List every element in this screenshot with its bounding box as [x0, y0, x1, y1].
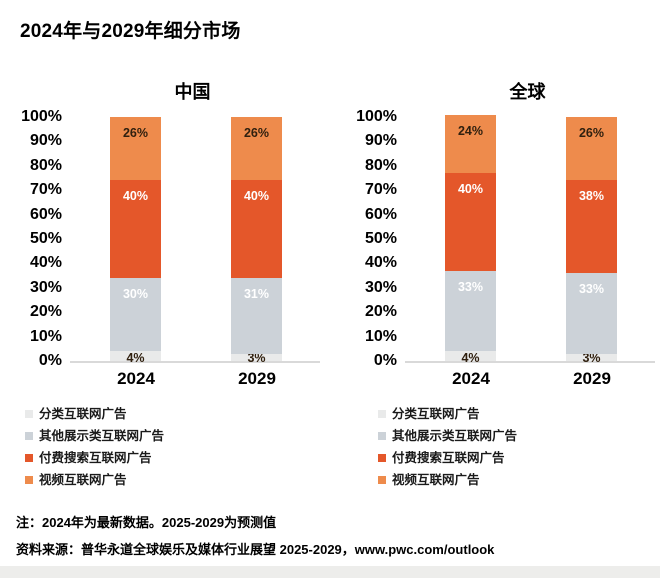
y-axis-tick-label: 0%: [373, 352, 397, 369]
y-axis-tick-label: 100%: [21, 108, 62, 125]
x-axis-category-label: 2024: [117, 369, 155, 388]
segment-value-label: 40%: [122, 189, 149, 204]
y-axis-tick-label: 50%: [29, 230, 62, 247]
y-axis-tick-label: 20%: [29, 303, 62, 321]
segment-value-label: 31%: [243, 287, 270, 302]
y-axis-tick-label: 70%: [29, 181, 62, 199]
legend-swatch-video: [25, 476, 33, 484]
legend: 分类互联网广告其他展示类互联网广告 付费搜索互联网广告 视频互联网广告: [378, 407, 517, 495]
legend-swatch-other_display: [25, 432, 33, 440]
x-axis-line: [70, 361, 320, 363]
y-axis-tick-label: 100%: [356, 108, 397, 125]
segment-other_display: 31%: [231, 278, 282, 354]
legend-label: 付费搜索互联网广告: [39, 451, 152, 465]
segment-value-label: 40%: [243, 189, 270, 204]
legend-item: 其他展示类互联网广告: [25, 429, 164, 444]
segment-classified: 4%: [445, 351, 496, 365]
chart-subtitle: 全球: [509, 82, 546, 102]
legend-label: 付费搜索互联网广告: [392, 451, 505, 465]
segment-classified: 3%: [231, 351, 282, 365]
y-axis-tick-label: 90%: [364, 132, 397, 150]
segment-value-label: 33%: [578, 282, 605, 297]
segment-value-label: 3%: [247, 351, 266, 366]
legend-item: 视频互联网广告: [25, 473, 164, 488]
note-data-disclaimer: 注：2024年为最新数据。2025-2029为预测值: [16, 515, 277, 530]
segment-video: 26%: [110, 117, 161, 181]
x-axis-category-label: 2029: [573, 369, 611, 388]
y-axis-tick-label: 10%: [29, 327, 62, 345]
legend: 分类互联网广告其他展示类互联网广告 付费搜索互联网广告 视频互联网广告: [25, 407, 164, 495]
segment-other_display: 30%: [110, 278, 161, 352]
segment-paid_search: 38%: [566, 180, 617, 274]
segment-paid_search: 40%: [110, 180, 161, 279]
legend-swatch-video: [378, 476, 386, 484]
y-axis-tick-label: 0%: [38, 352, 62, 369]
legend-item: 付费搜索互联网广告: [25, 451, 164, 466]
segment-value-label: 38%: [578, 189, 605, 204]
segment-value-label: 3%: [582, 351, 601, 366]
y-axis-tick-label: 50%: [364, 230, 397, 247]
legend-swatch-paid_search: [378, 454, 386, 462]
y-axis-tick-label: 10%: [364, 327, 397, 345]
y-axis-tick-label: 40%: [364, 254, 397, 272]
segment-value-label: 4%: [461, 351, 480, 366]
legend-item: 其他展示类互联网广告: [378, 429, 517, 444]
chart-subtitle: 中国: [174, 82, 211, 102]
segment-value-label: 33%: [457, 279, 484, 294]
segment-value-label: 4%: [126, 351, 145, 366]
segment-value-label: 26%: [578, 126, 605, 141]
y-axis-tick-label: 90%: [29, 132, 62, 150]
segment-paid_search: 40%: [445, 173, 496, 271]
note-source: 资料来源：普华永道全球娱乐及媒体行业展望 2025-2029，www.pwc.c…: [16, 542, 495, 557]
x-axis-line: [405, 361, 655, 363]
y-axis-tick-label: 20%: [364, 303, 397, 321]
chart-china: 中国 100% 90% 80% 70% 60% 50% 40% 30% 20% 10% 0% 4% 30%…: [10, 75, 330, 505]
y-axis-tick-label: 30%: [364, 278, 397, 296]
y-axis-tick-label: 80%: [364, 156, 397, 174]
stacked-bar-2024: 4% 33% 40% 24%: [445, 114, 496, 365]
segment-value-label: 30%: [122, 287, 149, 302]
legend-label: 分类互联网广告: [39, 407, 127, 421]
segment-paid_search: 40%: [231, 180, 282, 279]
legend-swatch-other_display: [378, 432, 386, 440]
legend-label: 分类互联网广告: [392, 407, 480, 421]
chart-global: 全球 100% 90% 80% 70% 60% 50% 40% 30% 20% 10% 0% 4% 33%…: [345, 75, 660, 505]
segment-value-label: 40%: [457, 182, 484, 197]
segment-classified: 3%: [566, 351, 617, 365]
stacked-bar-2024: 4% 30% 40% 26%: [110, 117, 161, 365]
legend-label: 其他展示类互联网广告: [39, 429, 165, 443]
stacked-bar-2029: 3% 31% 40% 26%: [231, 117, 282, 365]
y-axis-tick-label: 60%: [364, 205, 397, 223]
y-axis-tick-label: 60%: [29, 205, 62, 223]
segment-value-label: 26%: [122, 126, 149, 141]
segment-classified: 4%: [110, 351, 161, 365]
x-axis-category-label: 2024: [452, 369, 490, 388]
segment-value-label: 24%: [457, 123, 484, 138]
segment-value-label: 26%: [243, 126, 270, 141]
page-title: 2024年与2029年细分市场: [20, 21, 241, 42]
legend-swatch-classified: [25, 410, 33, 418]
legend-swatch-classified: [378, 410, 386, 418]
legend-label: 视频互联网广告: [39, 473, 127, 487]
legend-item: 视频互联网广告: [378, 473, 517, 488]
segment-video: 26%: [566, 117, 617, 181]
y-axis-tick-label: 30%: [29, 278, 62, 296]
segment-video: 24%: [445, 114, 496, 174]
y-axis-tick-label: 40%: [29, 254, 62, 272]
stacked-bar-2029: 3% 33% 38% 26%: [566, 117, 617, 365]
legend-label: 视频互联网广告: [392, 473, 480, 487]
legend-swatch-paid_search: [25, 454, 33, 462]
segment-other_display: 33%: [566, 273, 617, 354]
segment-video: 26%: [231, 117, 282, 181]
legend-item: 分类互联网广告: [378, 407, 517, 422]
bottom-edge-strip: [0, 566, 660, 578]
legend-label: 其他展示类互联网广告: [392, 429, 518, 443]
y-axis-tick-label: 80%: [29, 156, 62, 174]
y-axis-tick-label: 70%: [364, 181, 397, 199]
x-axis-category-label: 2029: [238, 369, 276, 388]
segment-other_display: 33%: [445, 270, 496, 352]
legend-item: 付费搜索互联网广告: [378, 451, 517, 466]
legend-item: 分类互联网广告: [25, 407, 164, 422]
